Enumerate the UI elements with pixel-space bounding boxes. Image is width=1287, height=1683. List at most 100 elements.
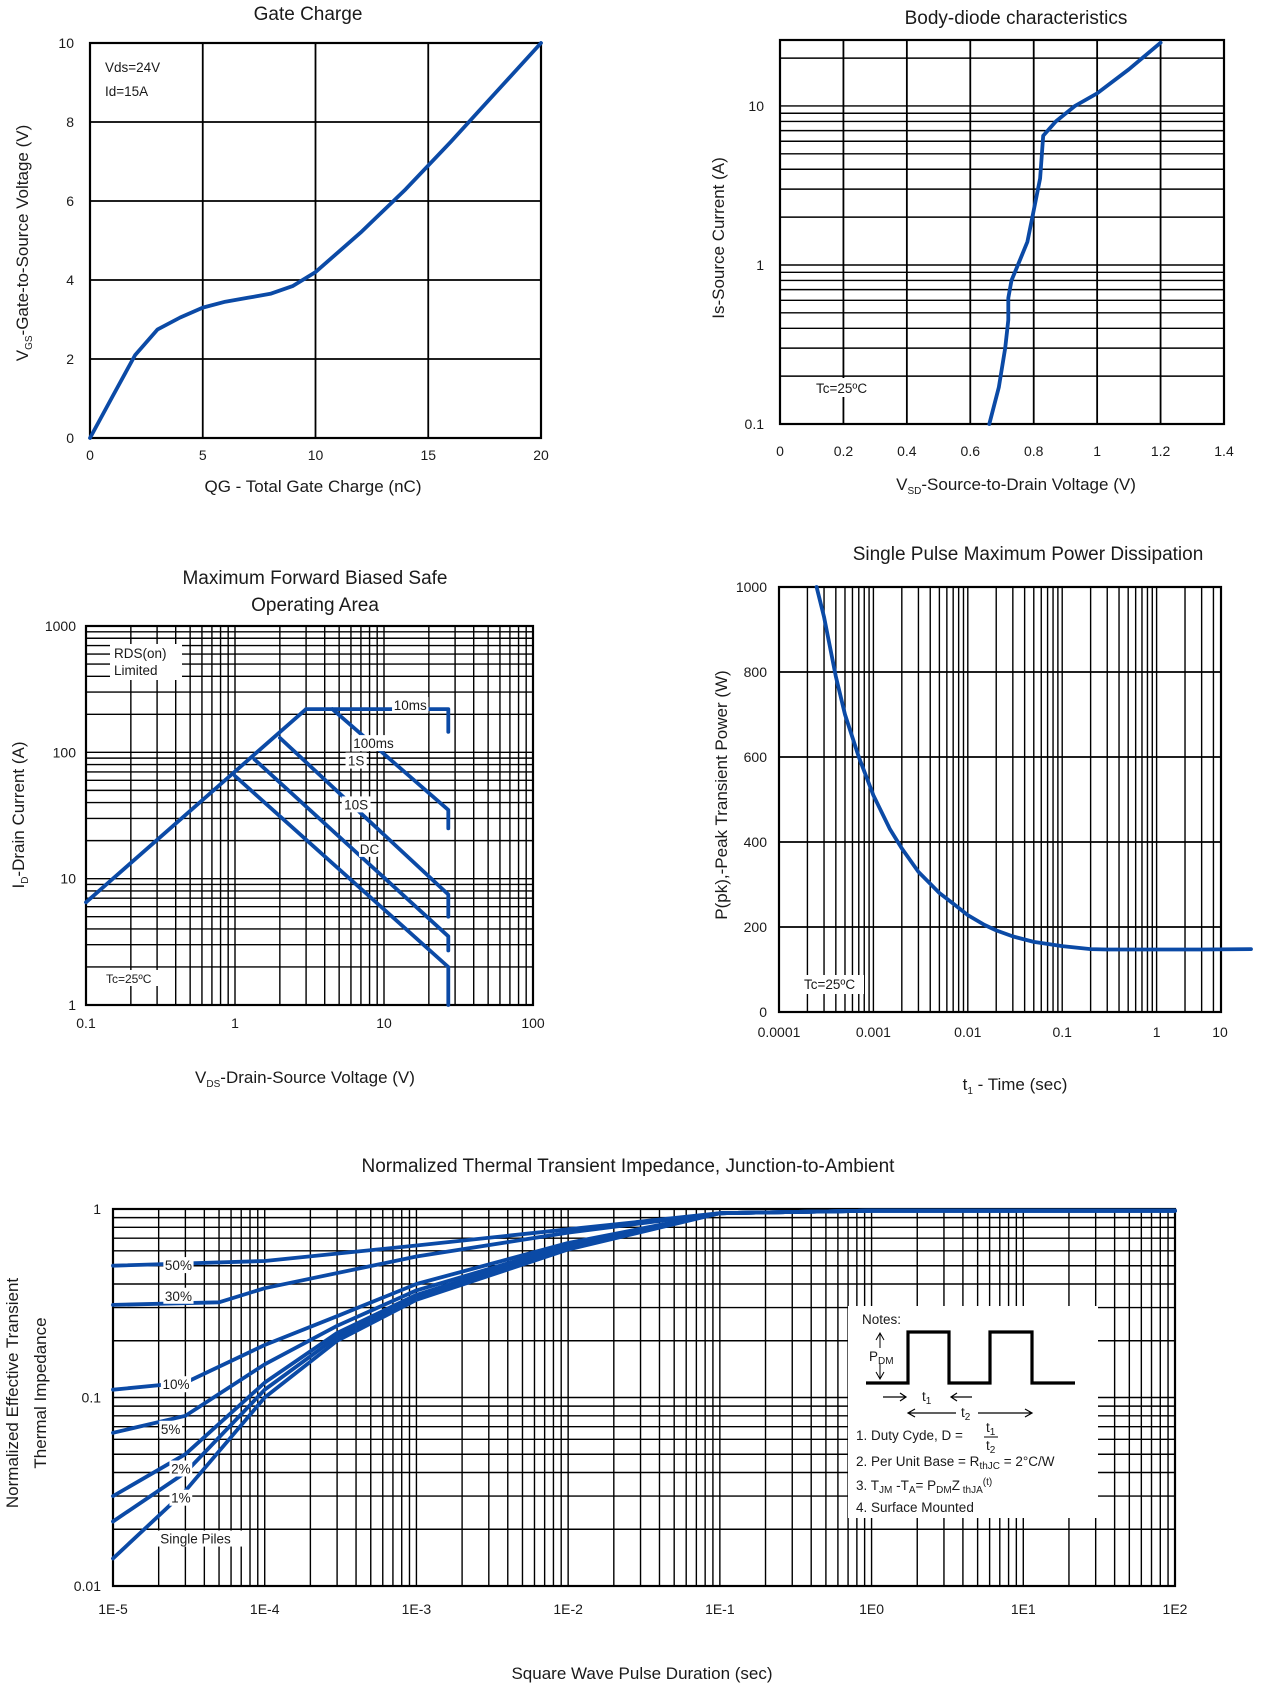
note-3: 3. TJM -TA= PDMZ thJA(t) (856, 1477, 992, 1496)
th-y-tick-label: 1 (93, 1201, 101, 1217)
gc-x-tick-label: 15 (420, 447, 436, 463)
pw-y-tick-label: 800 (744, 664, 768, 680)
soa-curve-label: 1S (348, 754, 365, 769)
soa-x-tick-label: 10 (376, 1015, 392, 1031)
power-x-ticks: 0.0001 0.001 0.01 0.1 1 10 (758, 1024, 1228, 1040)
soa-rds-line1: RDS(on) (114, 646, 167, 661)
pw-x-tick-label: 0.001 (856, 1024, 891, 1040)
soa-series-line (278, 736, 451, 919)
gate-charge-y-label: VGS-Gate-to-Source Voltage (V) (13, 125, 35, 362)
bd-y-tick-label: 1 (756, 257, 764, 273)
th-x-tick-label: 1E2 (1163, 1601, 1188, 1617)
gc-y-tick-label: 8 (66, 114, 74, 130)
soa-label-box (392, 697, 429, 714)
note-1-frac-den: t2 (986, 1438, 996, 1456)
body-diode-x-ticks: 0 0.2 0.4 0.6 0.8 1 1.2 1.4 (776, 443, 1234, 459)
t1-label: t1 (922, 1389, 932, 1407)
th-curve-label: 10% (162, 1377, 189, 1392)
power-chart: Single Pulse Maximum Power Dissipation 0… (712, 544, 1253, 1097)
th-x-tick-label: 1E-1 (705, 1601, 735, 1617)
th-x-tick-label: 1E1 (1011, 1601, 1036, 1617)
pw-x-tick-label: 0.1 (1052, 1024, 1072, 1040)
bd-y-tick-label: 0.1 (745, 416, 765, 432)
thermal-y-label-line1: Normalized Effective Transient (3, 1278, 22, 1509)
soa-label-box (345, 752, 367, 769)
soa-label-box (351, 735, 396, 752)
note-4: 4. Surface Mounted (856, 1500, 974, 1515)
soa-y-tick-label: 1 (68, 997, 76, 1013)
t2-label-box (956, 1404, 978, 1420)
soa-curve-label: 10S (344, 797, 368, 812)
pdm-arrow-heads (875, 1331, 885, 1381)
thermal-title: Normalized Thermal Transient Impedance, … (362, 1156, 896, 1177)
pulse-waveform (866, 1330, 1075, 1385)
th-curve-label: 1% (171, 1491, 191, 1506)
th-x-tick-label: 1E0 (859, 1601, 884, 1617)
bd-x-tick-label: 0.8 (1024, 443, 1044, 459)
power-frame (777, 585, 1223, 1014)
gc-y-tick-label: 2 (66, 351, 74, 367)
power-condition-box (801, 975, 864, 994)
soa-condition-box (104, 970, 164, 986)
pw-x-tick-label: 0.01 (954, 1024, 981, 1040)
soa-label-box (341, 796, 371, 813)
power-condition: Tc=25ºC (804, 977, 855, 992)
soa-y-label: ID-Drain Current (A) (9, 741, 31, 888)
pdm-label: PDM (869, 1349, 894, 1367)
power-y-label: P(pk),-Peak Transient Power (W) (712, 670, 731, 919)
soa-series-line (252, 757, 451, 953)
gc-y-tick-label: 4 (66, 272, 74, 288)
pw-y-tick-label: 0 (759, 1004, 767, 1020)
soa-series-line (233, 774, 451, 1007)
thermal-grid (113, 1209, 1175, 1586)
th-x-tick-label: 1E-5 (98, 1601, 128, 1617)
gate-charge-frame (88, 41, 543, 440)
gc-x-tick-label: 0 (86, 447, 94, 463)
gate-charge-id: Id=15A (105, 84, 148, 99)
power-title: Single Pulse Maximum Power Dissipation (853, 544, 1204, 565)
soa-curve-label: 100ms (353, 736, 394, 751)
thermal-curve-labels: 50% 30% 10% 5% 2% 1% Single Piles (147, 1257, 244, 1547)
th-series-line (111, 1208, 1177, 1561)
pw-y-tick-label: 200 (744, 919, 768, 935)
soa-frame (84, 624, 535, 1007)
soa-curve-label: 10ms (394, 698, 427, 713)
body-diode-x-label: VSD-Source-to-Drain Voltage (V) (896, 475, 1136, 497)
pw-y-tick-label: 1000 (736, 579, 767, 595)
gate-charge-grid (90, 43, 541, 438)
th-label-box (163, 1257, 194, 1274)
th-label-box (169, 1460, 193, 1477)
thermal-y-label-line2: Thermal Impedance (31, 1317, 50, 1468)
body-diode-grid (780, 40, 1224, 424)
th-curve-label: 30% (165, 1289, 192, 1304)
thermal-y-ticks: 0.01 0.1 1 (74, 1201, 101, 1594)
power-y-ticks: 0 200 400 600 800 1000 (736, 579, 767, 1020)
power-grid (779, 587, 1221, 1012)
bd-y-tick-label: 10 (748, 98, 764, 114)
soa-series-line (304, 707, 451, 734)
body-diode-y-ticks: 0.1 1 10 (745, 98, 765, 432)
thermal-chart: Normalized Thermal Transient Impedance, … (3, 1156, 1188, 1683)
soa-x-label: VDS-Drain-Source Voltage (V) (195, 1068, 415, 1090)
bd-x-tick-label: 1 (1093, 443, 1101, 459)
body-diode-frame (778, 38, 1226, 426)
gate-charge-x-label: QG - Total Gate Charge (nC) (205, 477, 422, 496)
soa-y-tick-label: 1000 (45, 618, 76, 634)
pdm-label-box (867, 1348, 897, 1364)
soa-y-tick-label: 100 (53, 744, 77, 760)
note-1-frac-num: t1 (986, 1420, 996, 1438)
soa-series-line (84, 707, 308, 905)
soa-curves (84, 707, 451, 1007)
pw-y-tick-label: 600 (744, 749, 768, 765)
th-x-tick-label: 1E-2 (553, 1601, 583, 1617)
notes-heading: Notes: (862, 1312, 901, 1327)
th-label-box (169, 1489, 193, 1506)
body-diode-chart: Body-diode characteristics 0 0.2 0.4 0.6 0.8… (709, 8, 1234, 497)
th-x-tick-label: 1E-3 (402, 1601, 432, 1617)
soa-title-line1: Maximum Forward Biased Safe (182, 568, 447, 589)
bd-x-tick-label: 0 (776, 443, 784, 459)
soa-rds-line2: Limited (114, 663, 158, 678)
gc-x-tick-label: 20 (533, 447, 549, 463)
note-2: 2. Per Unit Base = RthJC = 2°C/W (856, 1454, 1055, 1472)
